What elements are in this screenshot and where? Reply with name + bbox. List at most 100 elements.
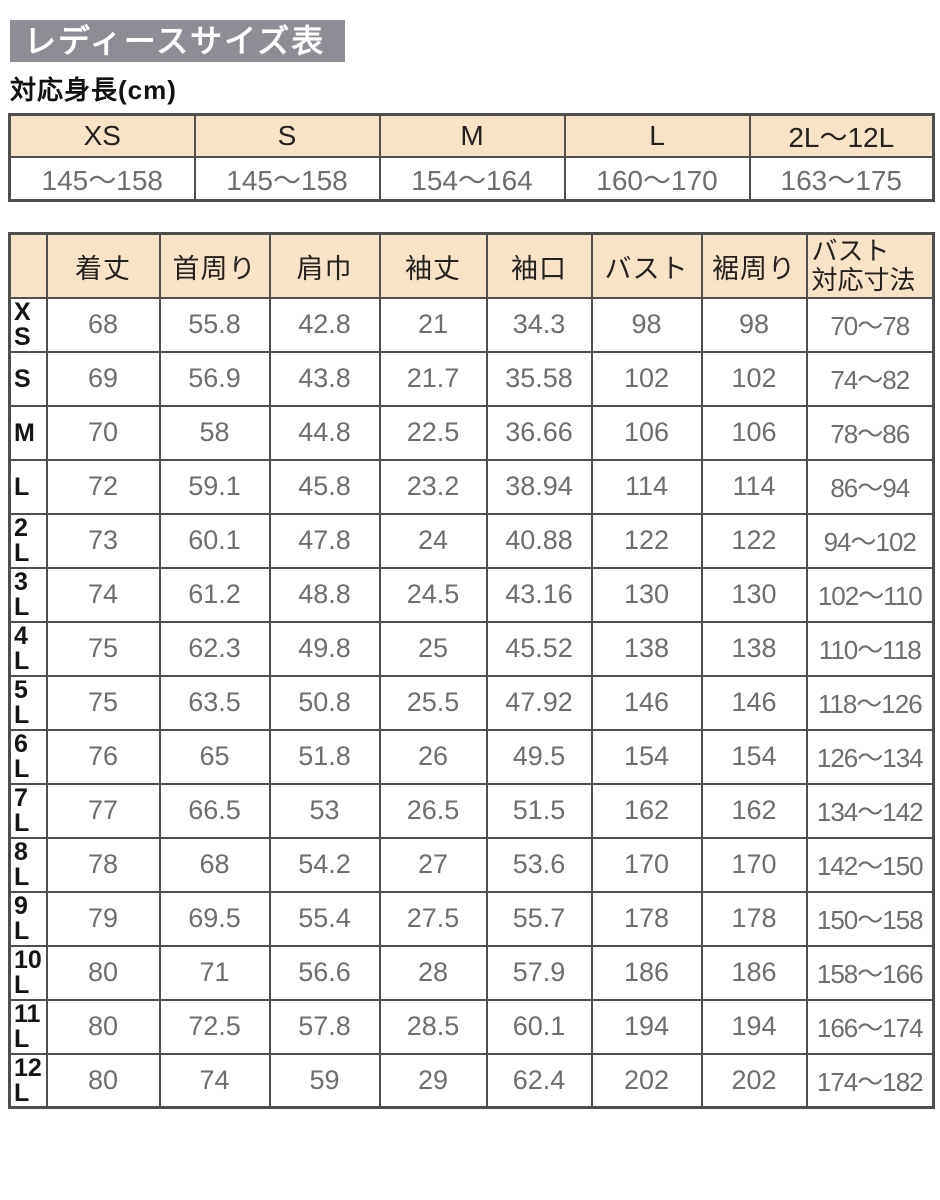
- size-row-XS: X S 68 55.8 42.8 21 34.3 98 98 70〜78: [8, 296, 935, 353]
- measurement-cell: 138: [590, 620, 703, 677]
- measurement-cell: 154: [590, 728, 703, 785]
- size-row-label: X S: [8, 296, 48, 353]
- measurement-cell: 69: [45, 350, 161, 407]
- size-row-label: 8 L: [8, 836, 48, 893]
- measurement-cell: 80: [45, 944, 161, 1001]
- measurement-column-header: バスト: [590, 232, 703, 299]
- measurement-cell: 29: [378, 1052, 488, 1109]
- measurement-cell: 186: [590, 944, 703, 1001]
- measurement-cell: 134〜142: [805, 782, 935, 839]
- measurement-column-header: 袖口: [485, 232, 593, 299]
- measurement-cell: 194: [700, 998, 808, 1055]
- page-title: レディースサイズ表: [10, 20, 346, 62]
- measurement-cell: 75: [45, 674, 161, 731]
- size-row-6L: 6 L 76 65 51.8 26 49.5 154 154 126〜134: [8, 728, 935, 785]
- measurement-cell: 43.8: [268, 350, 381, 407]
- size-row-2L: 2 L 73 60.1 47.8 24 40.88 122 122 94〜102: [8, 512, 935, 569]
- size-row-9L: 9 L 79 69.5 55.4 27.5 55.7 178 178 150〜158: [8, 890, 935, 947]
- measurement-cell: 51.5: [485, 782, 593, 839]
- size-row-M: M 70 58 44.8 22.5 36.66 106 106 78〜86: [8, 404, 935, 461]
- size-row-label: 2 L: [8, 512, 48, 569]
- measurement-column-header: 裾周り: [700, 232, 808, 299]
- size-row-label: 3 L: [8, 566, 48, 623]
- measurement-cell: 49.8: [268, 620, 381, 677]
- measurement-column-header: バスト 対応寸法: [805, 232, 935, 299]
- measurement-cell: 55.4: [268, 890, 381, 947]
- measurement-cell: 74: [45, 566, 161, 623]
- measurement-cell: 130: [700, 566, 808, 623]
- measurement-cell: 42.8: [268, 296, 381, 353]
- measurement-cell: 86〜94: [805, 458, 935, 515]
- measurement-column-header: 着丈: [45, 232, 161, 299]
- measurement-cell: 146: [700, 674, 808, 731]
- measurement-cell: 54.2: [268, 836, 381, 893]
- size-row-label: 7 L: [8, 782, 48, 839]
- measurement-cell: 154: [700, 728, 808, 785]
- height-range-cell: 145〜158: [8, 155, 196, 202]
- size-row-5L: 5 L 75 63.5 50.8 25.5 47.92 146 146 118〜126: [8, 674, 935, 731]
- measurement-cell: 102: [590, 350, 703, 407]
- measurement-cell: 25: [378, 620, 488, 677]
- measurement-cell: 142〜150: [805, 836, 935, 893]
- height-table-header-row: XS S M L 2L〜12L: [8, 113, 935, 158]
- measurement-cell: 21.7: [378, 350, 488, 407]
- measurement-cell: 53.6: [485, 836, 593, 893]
- measurement-cell: 69.5: [158, 890, 271, 947]
- measurement-cell: 202: [590, 1052, 703, 1109]
- measurement-cell: 62.3: [158, 620, 271, 677]
- measurement-cell: 44.8: [268, 404, 381, 461]
- measurement-cell: 118〜126: [805, 674, 935, 731]
- measurement-cell: 71: [158, 944, 271, 1001]
- size-row-8L: 8 L 78 68 54.2 27 53.6 170 170 142〜150: [8, 836, 935, 893]
- measurement-cell: 72: [45, 458, 161, 515]
- measurement-cell: 60.1: [158, 512, 271, 569]
- measurement-cell: 98: [700, 296, 808, 353]
- height-table-value-row: 145〜158 145〜158 154〜164 160〜170 163〜175: [8, 155, 935, 202]
- measurement-cell: 24: [378, 512, 488, 569]
- size-row-11L: 11 L 80 72.5 57.8 28.5 60.1 194 194 166〜174: [8, 998, 935, 1055]
- measurement-cell: 27.5: [378, 890, 488, 947]
- measurement-cell: 170: [700, 836, 808, 893]
- measurement-cell: 73: [45, 512, 161, 569]
- height-table: XS S M L 2L〜12L 145〜158 145〜158 154〜164 160〜170…: [8, 112, 935, 203]
- measurement-cell: 55.8: [158, 296, 271, 353]
- measurement-cell: 62.4: [485, 1052, 593, 1109]
- ladies-size-chart-page: レディースサイズ表 対応身長(cm) XS S M L 2L〜12L 145〜158 14…: [8, 20, 935, 1110]
- measurement-cell: 57.8: [268, 998, 381, 1055]
- measurement-cell: 162: [700, 782, 808, 839]
- measurement-cell: 110〜118: [805, 620, 935, 677]
- size-row-label: L: [8, 458, 48, 515]
- measurement-cell: 66.5: [158, 782, 271, 839]
- measurement-cell: 45.52: [485, 620, 593, 677]
- measurement-cell: 68: [45, 296, 161, 353]
- measurement-cell: 102: [700, 350, 808, 407]
- measurement-cell: 166〜174: [805, 998, 935, 1055]
- measurement-cell: 122: [700, 512, 808, 569]
- measurement-cell: 170: [590, 836, 703, 893]
- size-row-12L: 12 L 80 74 59 29 62.4 202 202 174〜182: [8, 1052, 935, 1109]
- measurement-cell: 26.5: [378, 782, 488, 839]
- measurement-cell: 106: [590, 404, 703, 461]
- size-row-3L: 3 L 74 61.2 48.8 24.5 43.16 130 130 102〜110: [8, 566, 935, 623]
- measurement-cell: 34.3: [485, 296, 593, 353]
- measurement-cell: 102〜110: [805, 566, 935, 623]
- measurement-cell: 58: [158, 404, 271, 461]
- measurement-cell: 53: [268, 782, 381, 839]
- measurement-cell: 59: [268, 1052, 381, 1109]
- measurement-cell: 28.5: [378, 998, 488, 1055]
- measurement-cell: 21: [378, 296, 488, 353]
- measurement-cell: 45.8: [268, 458, 381, 515]
- measurement-cell: 72.5: [158, 998, 271, 1055]
- height-column-header: 2L〜12L: [748, 113, 935, 158]
- measurement-cell: 43.16: [485, 566, 593, 623]
- measurement-cell: 194: [590, 998, 703, 1055]
- measurement-cell: 28: [378, 944, 488, 1001]
- measurement-cell: 114: [700, 458, 808, 515]
- measurement-cell: 130: [590, 566, 703, 623]
- size-table-body: X S 68 55.8 42.8 21 34.3 98 98 70〜78 S 69 56.9 43.8 2…: [8, 296, 935, 1109]
- measurement-cell: 126〜134: [805, 728, 935, 785]
- height-column-header: S: [193, 113, 381, 158]
- measurement-cell: 26: [378, 728, 488, 785]
- measurement-cell: 138: [700, 620, 808, 677]
- measurement-cell: 162: [590, 782, 703, 839]
